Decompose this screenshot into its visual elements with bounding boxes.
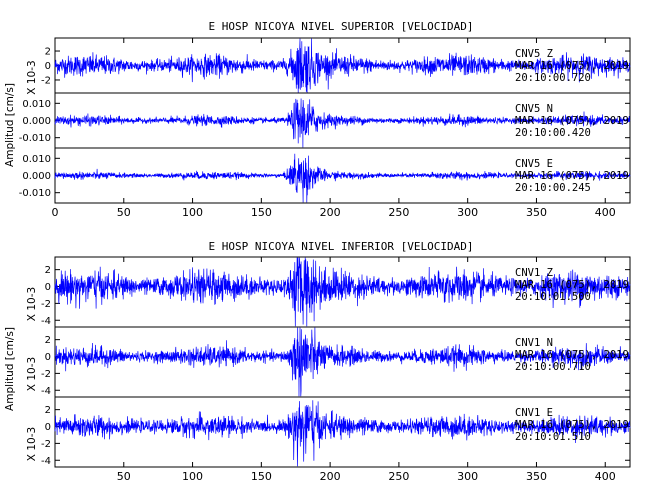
- panel-frame: [54, 396, 631, 468]
- channel-time: 20:10:00.420: [515, 127, 591, 139]
- top-x-ticks: 0 50 100 150 200 250 300 350 400: [52, 38, 616, 219]
- waveform-trace: [54, 98, 631, 148]
- y-tick-label: 0: [45, 352, 51, 363]
- y-tick-label: 2: [45, 265, 51, 276]
- x-tick-label: 100: [182, 470, 203, 483]
- channel-time: 20:10:00.710: [515, 361, 591, 373]
- waveform-trace: [54, 257, 631, 327]
- y-tick-label: -2: [41, 439, 51, 450]
- channel-date: MAR 16 (075), 2019: [515, 419, 629, 431]
- y-tick-label: -0.010: [19, 133, 51, 144]
- channel-name: CNV1 E: [515, 407, 553, 419]
- x-tick-label: 150: [251, 470, 272, 483]
- y-tick-label: 0.010: [22, 99, 51, 110]
- x-tick-label: 350: [526, 470, 547, 483]
- y-tick-label: -2: [41, 369, 51, 380]
- channel-date: MAR 16 (075), 2019: [515, 60, 629, 72]
- x-tick-label: 400: [595, 470, 616, 483]
- x-tick-label: 50: [117, 470, 131, 483]
- x-tick-label: 400: [595, 206, 616, 219]
- bottom-chart: E HOSP NICOYA NIVEL INFERIOR [VELOCIDAD]…: [4, 240, 631, 483]
- bottom-chart-title: E HOSP NICOYA NIVEL INFERIOR [VELOCIDAD]: [209, 240, 474, 253]
- top-chart: E HOSP NICOYA NIVEL SUPERIOR [VELOCIDAD]…: [4, 20, 631, 219]
- scale-label: X 10-3: [26, 287, 38, 321]
- channel-time: 20:10:01.500: [515, 291, 591, 303]
- waveform-trace: [54, 327, 631, 397]
- y-tick-label: 0.000: [22, 171, 51, 182]
- x-tick-label: 0: [52, 206, 59, 219]
- scale-label: X 10-3: [26, 427, 38, 461]
- y-tick-label: 2: [45, 47, 51, 58]
- waveform-trace: [54, 153, 631, 203]
- x-tick-label: 350: [526, 206, 547, 219]
- y-tick-label: -2: [41, 75, 51, 86]
- scale-label: X 10-3: [26, 60, 38, 94]
- waveform-trace: [54, 38, 631, 93]
- channel-name: CNV1 Z: [515, 267, 553, 279]
- scale-label: X 10-3: [26, 357, 38, 391]
- x-tick-label: 200: [320, 206, 341, 219]
- x-tick-label: 200: [320, 470, 341, 483]
- y-tick-label: 0: [45, 61, 51, 72]
- y-tick-label: 0: [45, 282, 51, 293]
- channel-date: MAR 16 (075), 2019: [515, 349, 629, 361]
- channel-name: CNV5 E: [515, 158, 553, 170]
- y-tick-label: -4: [41, 316, 51, 327]
- x-tick-label: 150: [251, 206, 272, 219]
- channel-time: 20:10:00.245: [515, 182, 591, 194]
- bottom-x-ticks: 50 100 150 200 250 300 350 400: [117, 257, 616, 483]
- channel-name: CNV1 N: [515, 337, 553, 349]
- x-tick-label: 300: [457, 470, 478, 483]
- channel-date: MAR 16 (075), 2019: [515, 170, 629, 182]
- x-tick-label: 300: [457, 206, 478, 219]
- y-tick-label: 2: [45, 335, 51, 346]
- x-tick-label: 250: [388, 206, 409, 219]
- y-tick-label: 0.000: [22, 116, 51, 127]
- top-chart-title: E HOSP NICOYA NIVEL SUPERIOR [VELOCIDAD]: [209, 20, 474, 33]
- y-tick-label: 2: [45, 405, 51, 416]
- channel-name: CNV5 Z: [515, 48, 553, 60]
- channel-time: 20:10:01.510: [515, 431, 591, 443]
- y-tick-label: 0.010: [22, 154, 51, 165]
- y-tick-label: -0.010: [19, 188, 51, 199]
- x-tick-label: 100: [182, 206, 203, 219]
- y-tick-label: 0: [45, 422, 51, 433]
- x-tick-label: 250: [388, 470, 409, 483]
- y-tick-label: -2: [41, 299, 51, 310]
- channel-name: CNV5 N: [515, 103, 553, 115]
- channel-date: MAR 16 (075), 2019: [515, 279, 629, 291]
- top-chart-ylabel: Amplitud [cm/s]: [4, 83, 16, 167]
- bottom-chart-ylabel: Amplitud [cm/s]: [4, 327, 16, 411]
- y-tick-label: -4: [41, 386, 51, 397]
- channel-date: MAR 16 (075), 2019: [515, 115, 629, 127]
- waveform-trace: [54, 400, 631, 467]
- x-tick-label: 50: [117, 206, 131, 219]
- channel-time: 20:10:00.720: [515, 72, 591, 84]
- y-tick-label: -4: [41, 456, 51, 467]
